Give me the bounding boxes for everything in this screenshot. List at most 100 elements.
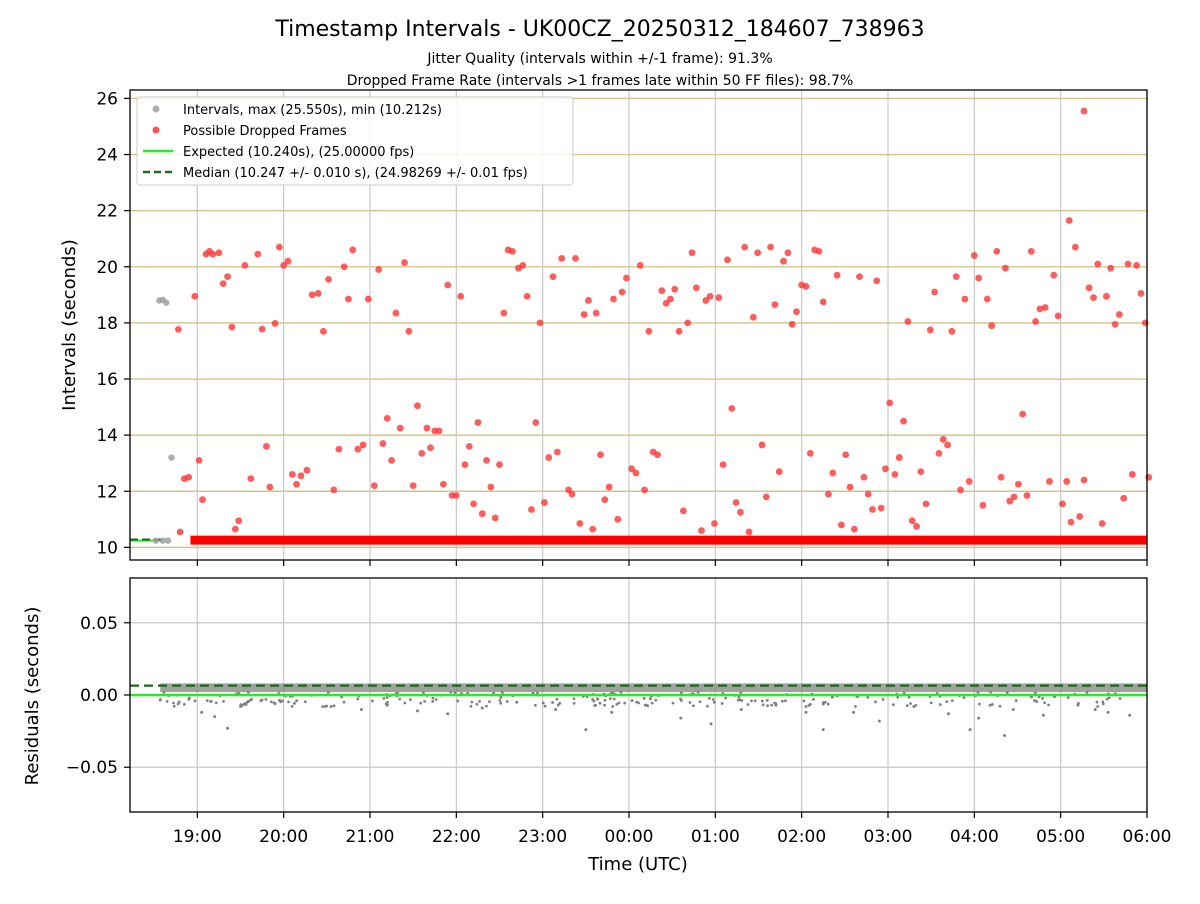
dropped-frame-point (711, 520, 718, 527)
dropped-frame-point (509, 247, 516, 255)
top-y-tick-label: 26 (96, 89, 118, 109)
dropped-frame-point (465, 442, 473, 450)
dropped-frame-point (487, 483, 495, 491)
residual-point (158, 698, 162, 702)
residual-point (326, 690, 330, 694)
dropped-frame-point (641, 486, 648, 494)
dropped-frame-point (370, 482, 378, 490)
dropped-frame-point (470, 500, 478, 508)
residual-point (572, 697, 576, 701)
x-tick-label: 03:00 (864, 827, 913, 847)
dropped-frame-point (1063, 478, 1071, 485)
residual-point (1093, 707, 1097, 711)
dropped-frame-point (532, 419, 540, 426)
dropped-frame-point (719, 461, 727, 468)
dropped-frame-point (1107, 264, 1115, 272)
dropped-frame-point (754, 249, 762, 257)
residual-point (610, 710, 614, 714)
residual-point (533, 703, 537, 707)
dropped-frame-point (614, 515, 622, 523)
chart-title: Timestamp Intervals - UK00CZ_20250312_18… (274, 17, 924, 42)
dropped-frame-point (944, 441, 951, 449)
legend-intervals-marker (152, 105, 160, 113)
dropped-frame-point (483, 456, 490, 464)
dropped-frame-point (908, 517, 916, 525)
residual-point (1041, 713, 1045, 717)
dropped-frame-point (688, 249, 696, 257)
dropped-frame-point (452, 492, 460, 499)
legend-label: Expected (10.240s), (25.00000 fps) (183, 145, 414, 160)
residual-point (273, 702, 277, 706)
dropped-frame-point (837, 521, 845, 529)
dropped-frame-point (1115, 311, 1123, 318)
interval-point (159, 537, 167, 544)
dropped-frame-point (284, 257, 292, 265)
x-tick-label: 04:00 (950, 827, 999, 847)
residual-point (760, 699, 764, 703)
x-axis-label: Time (UTC) (587, 854, 688, 875)
residual-point (449, 690, 453, 694)
dropped-frame-point (939, 435, 947, 443)
residual-point (724, 696, 727, 700)
dropped-frame-point (572, 254, 579, 262)
dropped-frame-point (1010, 493, 1018, 501)
residual-point (1005, 691, 1009, 694)
residual-point (1043, 701, 1047, 705)
dropped-frame-point (1036, 305, 1044, 313)
residual-point (260, 698, 264, 702)
dropped-frame-point (519, 261, 527, 269)
x-tick-label: 01:00 (691, 827, 740, 847)
residual-point (1041, 696, 1044, 700)
dropped-frame-point (444, 281, 452, 289)
dropped-frame-point (724, 256, 731, 264)
dropped-frame-point (314, 290, 322, 297)
dropped-frame-point (247, 475, 255, 483)
dropped-frame-point (576, 520, 584, 527)
residual-point (515, 700, 519, 704)
residual-point (753, 699, 757, 703)
residual-point (498, 699, 502, 702)
dropped-frame-point (396, 424, 404, 432)
dropped-frame-point (1145, 473, 1153, 481)
dropped-frame-point (702, 297, 710, 304)
dropped-frame-point (698, 527, 705, 534)
top-y-tick-label: 14 (96, 426, 118, 446)
dropped-frame-point (846, 483, 854, 491)
dropped-frame-point (675, 327, 683, 335)
residual-point (385, 703, 389, 707)
residual-point (812, 697, 815, 701)
residual-point (821, 728, 825, 732)
residual-point (612, 697, 616, 701)
dropped-frames-baseline-band (190, 535, 1148, 545)
dropped-frame-point (439, 480, 447, 488)
dropped-frame-point (349, 246, 357, 254)
dropped-frame-point (815, 247, 823, 255)
residual-point (485, 704, 488, 708)
dropped-frame-point (732, 499, 740, 506)
chart-subtitle-jitter: Jitter Quality (intervals within +/-1 fr… (426, 51, 772, 67)
dropped-frame-point (842, 451, 850, 459)
residual-point (1003, 733, 1007, 737)
dropped-frame-point (478, 510, 486, 518)
dropped-frame-point (335, 445, 343, 453)
residual-point (1030, 695, 1033, 699)
residual-point (488, 700, 491, 704)
residual-point (976, 690, 980, 694)
residual-point (250, 698, 253, 701)
residual-point (1101, 700, 1105, 704)
dropped-frame-point (235, 517, 243, 525)
dropped-frame-point (1080, 107, 1088, 115)
residual-point (1033, 691, 1037, 695)
residual-point (929, 701, 933, 705)
dropped-frame-point (414, 402, 421, 410)
residual-point (165, 699, 169, 703)
residual-point (774, 702, 778, 706)
x-tick-label: 20:00 (259, 827, 308, 847)
residual-point (946, 712, 950, 716)
dropped-frame-point (775, 468, 783, 476)
residual-point (770, 703, 774, 707)
dropped-frame-point (736, 508, 744, 516)
top-y-axis-label: Intervals (seconds) (59, 239, 80, 411)
residual-point (977, 716, 981, 720)
